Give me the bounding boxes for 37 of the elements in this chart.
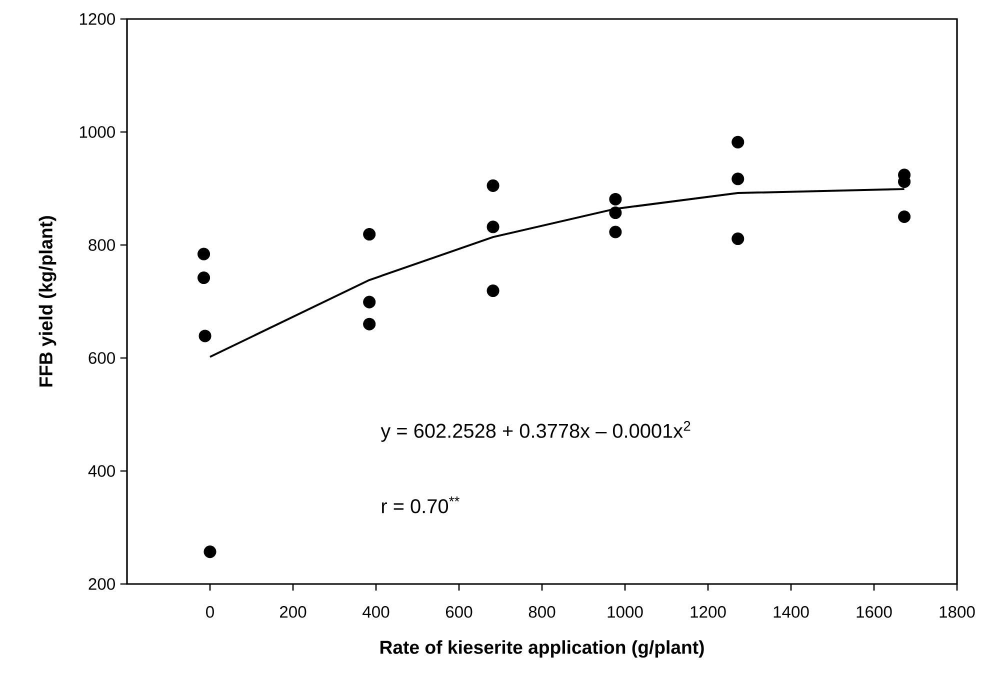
x-tick-label: 1200 xyxy=(690,606,726,618)
annotation: y = 602.2528 + 0.3778x – 0.0001x$^{2}$ xyxy=(380,421,690,442)
x-tick-label: 200 xyxy=(280,606,306,618)
x-tick-label: 800 xyxy=(528,606,556,618)
y-axis-title: FFB yield (kg/plant) xyxy=(38,216,56,387)
y-tick-label: 1000 xyxy=(80,126,115,138)
y-tick-label: 400 xyxy=(88,465,115,477)
x-axis-title: Rate of kieserite application (g/plant) xyxy=(380,640,704,658)
y-tick-label: 200 xyxy=(88,578,115,590)
point xyxy=(609,226,622,238)
annotation: r = 0.70$^{**}$ xyxy=(382,496,460,514)
y-tick-label: 800 xyxy=(88,239,115,251)
point xyxy=(363,318,376,330)
x-tick-label: 1400 xyxy=(774,606,809,618)
point xyxy=(204,546,216,558)
point xyxy=(732,172,744,186)
x-tick-label: 600 xyxy=(446,606,472,618)
x-tick-label: 1000 xyxy=(608,606,643,618)
point xyxy=(486,220,500,234)
point xyxy=(732,232,744,246)
x-tick-label: 400 xyxy=(362,606,390,618)
point xyxy=(198,248,210,260)
point xyxy=(363,296,376,308)
y-tick-label: 600 xyxy=(88,352,115,364)
point xyxy=(898,210,911,224)
x-tick-label: 1800 xyxy=(940,606,975,618)
point xyxy=(198,272,210,284)
y-tick-label: 1200 xyxy=(80,13,115,25)
point xyxy=(198,330,212,342)
point xyxy=(363,228,376,241)
x-tick-label: 1600 xyxy=(856,606,892,618)
point xyxy=(486,179,500,192)
point xyxy=(609,192,622,206)
point xyxy=(486,284,500,298)
x-tick-label: 0 xyxy=(206,606,214,618)
point xyxy=(732,136,744,148)
point xyxy=(609,206,622,220)
